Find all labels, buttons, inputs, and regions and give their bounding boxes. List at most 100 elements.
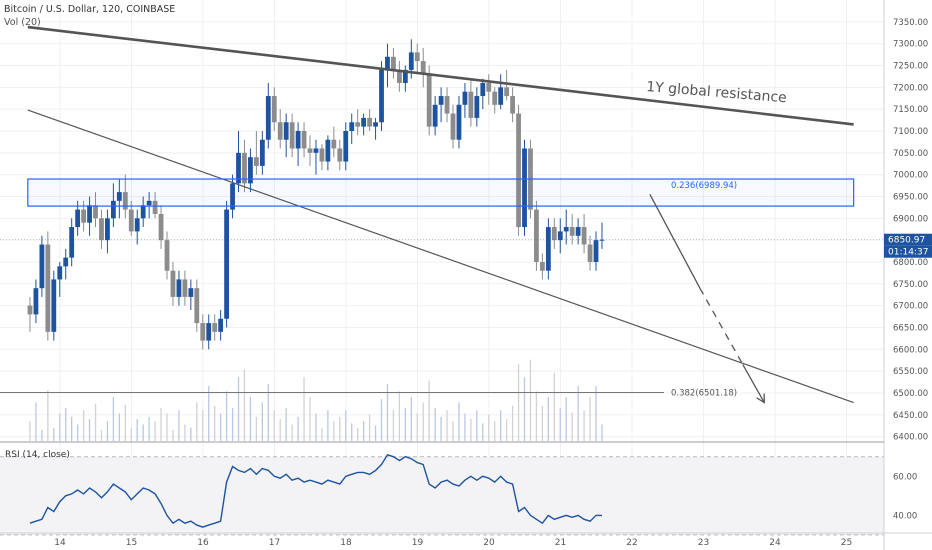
candle-body <box>289 122 295 149</box>
time-tick-label: 19 <box>412 538 424 548</box>
candle-body <box>218 318 224 332</box>
candle-body <box>414 52 420 62</box>
price-tick-label: 7250.00 <box>893 61 928 71</box>
candle-body <box>158 213 164 241</box>
candle-body <box>128 209 134 232</box>
support-trendline <box>27 109 854 404</box>
candle-body <box>450 113 456 140</box>
countdown-badge-bg <box>884 245 932 258</box>
last-price-badge: 6850.97 01:14:37 <box>884 233 932 258</box>
price-tick-label: 7100.00 <box>893 127 928 137</box>
time-tick-label: 25 <box>841 538 852 548</box>
candle-body <box>402 69 408 83</box>
projection-solid-segment <box>649 193 701 289</box>
projection-final-segment <box>742 364 765 403</box>
candle-body <box>212 323 218 332</box>
fib-0236-label: 0.236(6989.94) <box>671 181 737 191</box>
price-tick-label: 6750.00 <box>893 280 928 290</box>
candle-body <box>599 239 605 241</box>
candle-body <box>569 227 575 236</box>
candle-body <box>367 117 372 127</box>
candle-body <box>253 157 259 166</box>
candle-body <box>146 200 152 206</box>
price-tick-label: 6550.00 <box>893 367 928 377</box>
candle-body <box>69 227 75 258</box>
volume-title: Vol (20) <box>4 17 41 28</box>
drawn-trendlines <box>0 25 884 404</box>
candle-body <box>468 91 474 118</box>
price-tick-label: 6650.00 <box>893 323 928 333</box>
candle-body <box>587 244 593 262</box>
candle-body <box>432 104 438 127</box>
rsi-tick-label: 40.00 <box>893 511 917 521</box>
candle-body <box>33 288 39 315</box>
chart-gridlines <box>0 0 884 531</box>
candle-body <box>224 209 229 319</box>
resistance-zone-box <box>27 178 855 207</box>
candle-body <box>474 96 480 118</box>
candle-body <box>57 266 63 280</box>
candle-body <box>27 305 33 315</box>
candle-body <box>396 69 402 83</box>
candle-body <box>295 130 301 149</box>
candle-body <box>486 82 492 92</box>
candle-body <box>116 192 122 201</box>
time-tick-label: 20 <box>483 538 495 548</box>
candle-body <box>87 205 92 223</box>
candle-body <box>492 91 498 105</box>
candle-body <box>277 122 283 140</box>
time-tick-label: 17 <box>269 538 280 548</box>
time-tick-label: 21 <box>555 538 566 548</box>
rsi-line <box>29 453 602 528</box>
candle-body <box>200 323 206 341</box>
time-tick-label: 22 <box>626 538 637 548</box>
candle-body <box>242 152 247 184</box>
candle-body <box>557 231 563 241</box>
candlestick-series <box>27 39 605 350</box>
rsi-band-lines <box>0 456 884 536</box>
candle-body <box>355 122 361 127</box>
candle-body <box>426 74 432 127</box>
candle-body <box>230 183 235 210</box>
candle-body <box>539 261 545 271</box>
candle-body <box>105 218 110 241</box>
candle-body <box>176 279 182 297</box>
candle-body <box>265 96 271 140</box>
candle-body <box>93 205 98 219</box>
price-tick-label: 6400.00 <box>893 433 928 443</box>
price-tick-label: 6450.00 <box>893 411 928 421</box>
candle-body <box>45 244 51 332</box>
candle-body <box>248 157 253 184</box>
candle-body <box>134 218 140 232</box>
candle-body <box>373 122 378 127</box>
resistance-trendline <box>27 25 854 126</box>
candle-body <box>337 148 343 162</box>
price-tick-label: 6900.00 <box>893 214 928 224</box>
candle-body <box>575 227 581 236</box>
candle-body <box>385 56 390 70</box>
candle-body <box>545 227 551 271</box>
candle-body <box>331 139 337 149</box>
time-tick-label: 24 <box>769 538 781 548</box>
last-price-badge-bg <box>884 233 932 246</box>
candle-body <box>99 218 104 241</box>
last-price-value: 6850.97 <box>888 236 925 246</box>
price-tick-label: 6950.00 <box>893 192 928 202</box>
candle-body <box>534 209 539 262</box>
price-tick-label: 6800.00 <box>893 258 928 268</box>
symbol-title: Bitcoin / U.S. Dollar, 120, COINBASE <box>4 4 175 15</box>
price-tick-label: 6500.00 <box>893 389 928 399</box>
candle-body <box>581 227 587 245</box>
candle-body <box>563 227 569 232</box>
price-tick-label: 7200.00 <box>893 83 928 93</box>
candle-body <box>325 139 331 162</box>
price-tick-label: 7150.00 <box>893 105 928 115</box>
rsi-title: RSI (14, close) <box>5 450 70 460</box>
time-tick-label: 18 <box>340 538 352 548</box>
candle-body <box>379 69 384 123</box>
volume-bars <box>29 359 603 441</box>
price-tick-label: 7000.00 <box>893 171 928 181</box>
price-tick-label: 7050.00 <box>893 149 928 159</box>
